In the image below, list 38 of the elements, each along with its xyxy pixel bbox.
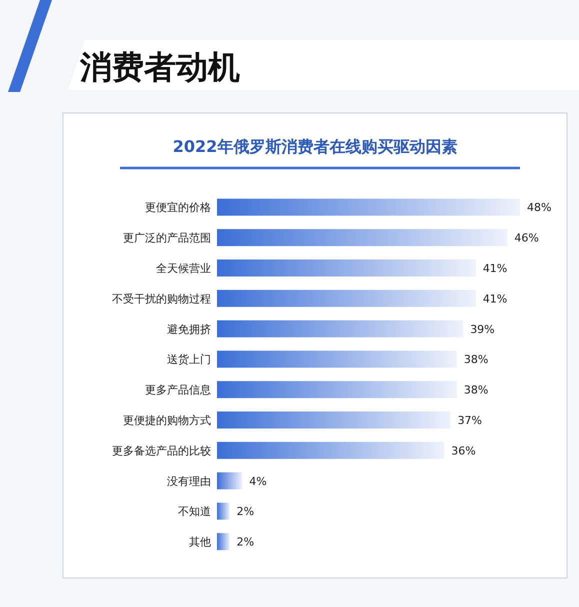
y-tick-label: 全天候营业: [156, 262, 211, 275]
bar: [217, 412, 451, 428]
y-tick-label: 更广泛的产品范围: [123, 232, 211, 245]
bar: [217, 472, 242, 490]
bar: [217, 502, 230, 520]
bar: [217, 198, 520, 216]
y-tick-label: 送货上门: [167, 353, 211, 366]
bar: [217, 442, 444, 459]
data-label: 38%: [464, 353, 488, 366]
y-tick-label: 更多备选产品的比较: [112, 444, 211, 458]
y-tick-label: 不知道: [178, 505, 211, 518]
bar: [217, 229, 508, 246]
y-tick-label: 不受干扰的购物过程: [112, 292, 211, 306]
data-label: 2%: [236, 536, 254, 549]
bar: [217, 381, 457, 398]
bar: [217, 290, 476, 307]
data-label: 41%: [482, 262, 508, 275]
data-label: 48%: [527, 201, 552, 214]
y-tick-label: 没有理由: [167, 474, 211, 488]
bar: [217, 533, 230, 550]
bar: [217, 320, 464, 338]
data-label: 4%: [249, 474, 267, 488]
y-tick-label: 避免拥挤: [167, 322, 211, 336]
y-tick-label: 其他: [189, 536, 211, 549]
data-label: 37%: [458, 414, 482, 427]
y-tick-label: 更便宜的价格: [145, 201, 211, 214]
y-tick-label: 更多产品信息: [145, 384, 211, 397]
data-label: 2%: [236, 505, 254, 518]
text: 消费者动机: [79, 48, 240, 86]
y-tick-label: 更便捷的购物方式: [123, 414, 211, 427]
bar: [217, 350, 457, 368]
chart-title: 2022年俄罗斯消费者在线购买驱动因素: [172, 137, 458, 156]
data-label: 38%: [464, 384, 488, 397]
data-label: 41%: [482, 292, 508, 306]
data-label: 46%: [514, 232, 539, 245]
data-label: 36%: [451, 444, 476, 458]
bar: [217, 260, 476, 276]
data-label: 39%: [470, 322, 495, 336]
